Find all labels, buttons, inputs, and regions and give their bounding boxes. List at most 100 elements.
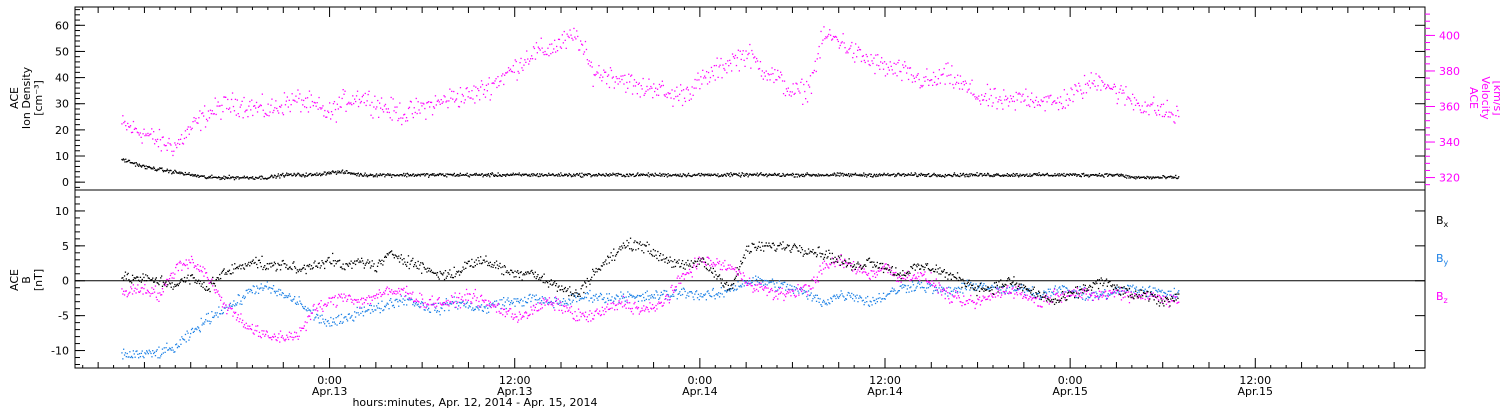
bz-series-point [1134,293,1136,295]
bz-series-point [153,288,155,290]
by-series-point [712,287,714,290]
velocity-series-point [1036,104,1039,106]
bz-series-point [1013,297,1015,299]
by-series-point [359,307,361,309]
bz-series-point [924,271,926,273]
bz-series-point [623,305,625,307]
by-series-point [1153,295,1155,297]
bz-series-point [632,313,634,315]
by-series-point [297,303,299,305]
density-series-point [165,170,167,172]
bz-series-point [919,272,922,274]
by-series-point [812,298,814,300]
velocity-series-point [340,106,342,108]
velocity-series-point [857,46,860,48]
velocity-series-point [734,54,737,57]
by-series-point [523,305,525,307]
density-series-point [131,162,134,164]
bz-series-point [155,296,157,298]
velocity-series-point [238,115,240,118]
bz-series-point [231,307,233,310]
velocity-series-point [439,103,441,105]
velocity-series-point [270,104,272,106]
density-series-point [608,175,610,177]
by-series-point [995,288,997,290]
velocity-series-point [210,113,212,115]
by-series-point [893,288,895,290]
bz-series-point [568,309,570,311]
bz-series-point [748,277,751,279]
bz-series-point [565,305,567,307]
by-series-point [1143,290,1146,292]
density-series-point [477,174,480,176]
density-series-point [428,175,430,177]
velocity-series-point [798,90,800,92]
density-series-point [476,174,478,176]
velocity-series-point [1156,114,1158,116]
by-series-point [492,302,494,304]
velocity-series-point [1115,92,1117,95]
density-series-point [657,174,659,176]
velocity-series-point [489,99,491,101]
velocity-series-point [245,109,247,112]
velocity-series-point [365,104,367,107]
velocity-series-point [309,106,312,108]
density-series-point [156,169,159,171]
density-series-point [1103,176,1105,178]
bz-series-point [975,303,977,305]
by-series-point [803,290,805,292]
by-series-point [862,299,864,301]
density-series-point [873,173,875,175]
by-series-point [671,295,673,297]
by-series-point [416,304,418,306]
velocity-series-point [1046,101,1048,103]
density-series-point [1120,175,1122,177]
density-series-point [654,172,656,174]
velocity-series-point [448,100,450,102]
by-series-point [967,285,969,287]
bz-series-point [195,265,197,267]
bz-series-point [417,300,419,303]
velocity-series-point [654,90,656,93]
density-series-point [542,175,545,177]
velocity-series-point [571,37,573,39]
velocity-series-point [485,84,488,86]
by-series-point [689,291,692,293]
by-series-point [685,297,687,299]
by-series-point [1094,297,1096,299]
by-series-point [700,293,702,295]
by-series-point [168,349,170,351]
density-series-point [506,173,508,175]
by-series-point [175,343,178,345]
velocity-series-point [181,142,184,144]
bz-series-point [784,294,786,296]
velocity-series-point [328,111,330,114]
density-series-point [517,173,519,175]
by-series-point [679,291,681,293]
velocity-series-point [526,50,528,52]
by-series-point [386,302,388,304]
density-series-point [954,174,956,176]
bz-series-point [958,297,960,299]
bz-series-point [821,273,823,275]
by-series-point [453,296,455,298]
density-series-point [749,173,751,175]
density-series-point [758,173,761,176]
by-series-point [498,303,500,305]
by-series-point [636,294,639,297]
velocity-series-point [560,47,563,49]
bz-series-point [236,317,239,319]
by-series-point [911,281,914,283]
density-series-point [922,174,924,176]
by-series-point [340,313,343,316]
bz-series-point [802,286,804,288]
by-series-point [212,316,214,318]
bz-series-point [806,291,808,293]
by-series-point [413,301,415,304]
density-series-point [292,175,294,177]
density-series-point [768,173,770,175]
by-series-point [350,316,352,318]
by-series-point [286,295,288,297]
velocity-series-point [535,42,538,44]
bz-series-point [1165,303,1168,305]
